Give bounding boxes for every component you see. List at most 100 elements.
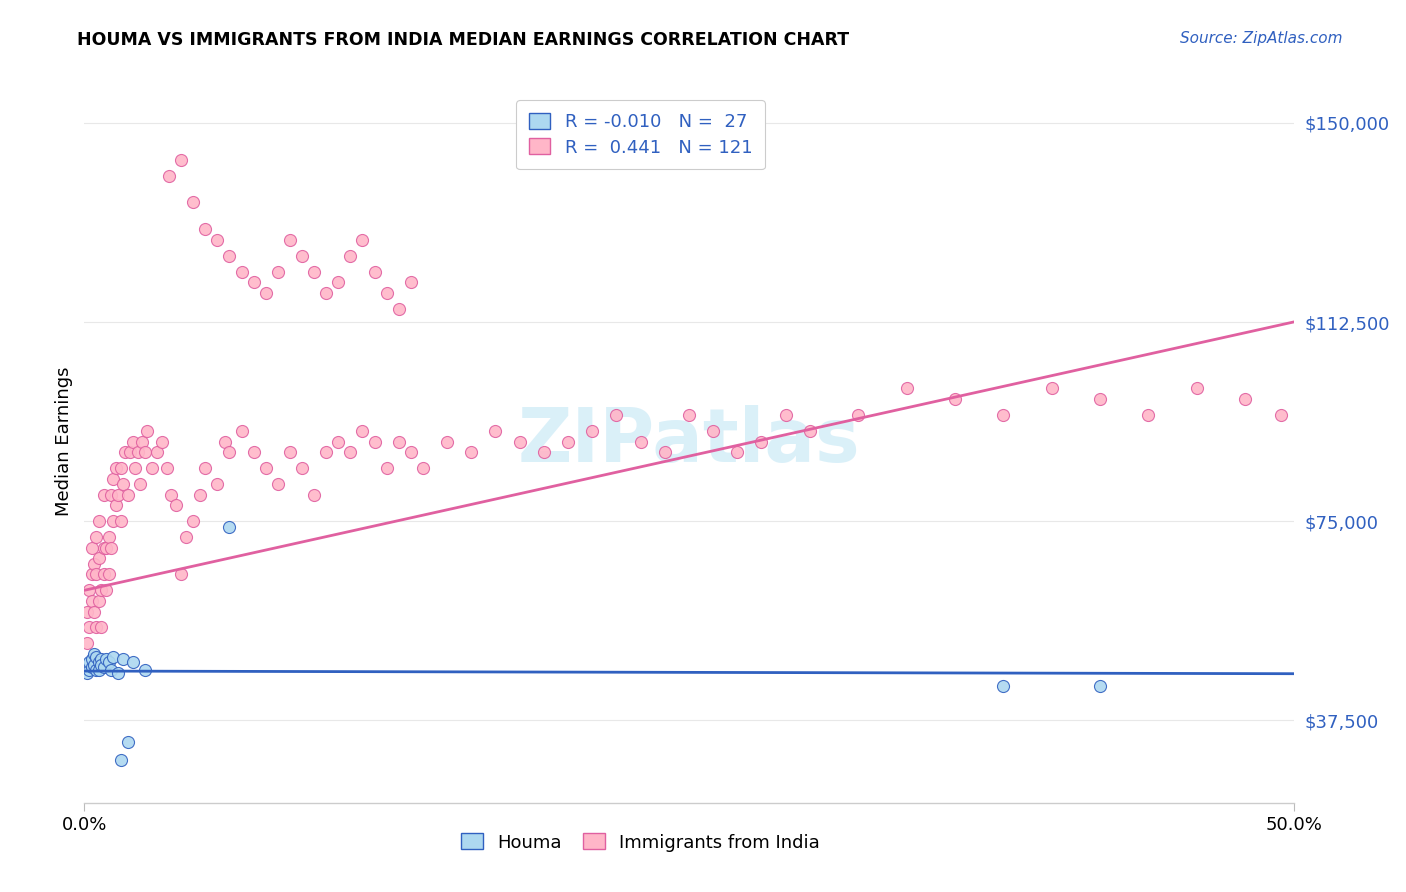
Point <box>103 514 125 528</box>
Point <box>302 264 325 278</box>
Point <box>117 735 139 749</box>
Point <box>363 434 385 449</box>
Point <box>218 445 240 459</box>
Point <box>150 434 173 449</box>
Point <box>131 434 153 449</box>
Point <box>214 434 236 449</box>
Point <box>993 679 1015 693</box>
Point <box>194 222 217 236</box>
Point <box>328 275 350 289</box>
Point <box>86 620 108 634</box>
Point <box>1088 679 1111 693</box>
Point <box>76 605 98 619</box>
Point <box>86 649 108 664</box>
Point <box>678 408 700 422</box>
Point <box>83 657 105 672</box>
Point <box>129 477 152 491</box>
Point <box>315 445 337 459</box>
Point <box>97 567 120 582</box>
Point <box>86 530 108 544</box>
Point <box>339 249 361 263</box>
Point <box>846 408 869 422</box>
Point <box>943 392 966 406</box>
Point <box>87 655 110 669</box>
Point <box>76 665 98 680</box>
Point <box>90 620 112 634</box>
Point <box>77 663 100 677</box>
Point <box>509 434 531 449</box>
Point <box>103 649 125 664</box>
Point <box>107 665 129 680</box>
Point <box>110 514 132 528</box>
Point <box>896 381 918 395</box>
Point <box>134 663 156 677</box>
Point <box>799 424 821 438</box>
Point <box>87 594 110 608</box>
Point <box>278 233 301 247</box>
Point <box>194 461 217 475</box>
Point <box>114 445 136 459</box>
Point <box>110 753 132 767</box>
Point <box>751 434 773 449</box>
Point <box>112 477 135 491</box>
Point <box>1137 408 1160 422</box>
Point <box>94 652 117 666</box>
Point <box>146 445 169 459</box>
Point <box>581 424 603 438</box>
Point <box>242 275 264 289</box>
Point <box>207 233 229 247</box>
Point <box>218 249 240 263</box>
Point <box>165 498 187 512</box>
Point <box>94 541 117 555</box>
Point <box>315 285 337 300</box>
Point <box>80 652 103 666</box>
Point <box>291 461 314 475</box>
Point <box>107 488 129 502</box>
Point <box>1234 392 1257 406</box>
Point <box>352 233 374 247</box>
Point <box>654 445 676 459</box>
Point <box>557 434 579 449</box>
Point <box>605 408 627 422</box>
Point <box>630 434 652 449</box>
Point <box>83 605 105 619</box>
Y-axis label: Median Earnings: Median Earnings <box>55 367 73 516</box>
Point <box>77 583 100 598</box>
Point <box>100 488 122 502</box>
Point <box>218 519 240 533</box>
Point <box>302 488 325 502</box>
Point <box>104 498 127 512</box>
Point <box>80 660 103 674</box>
Point <box>117 488 139 502</box>
Point <box>399 275 422 289</box>
Point <box>112 652 135 666</box>
Point <box>181 514 204 528</box>
Point <box>100 541 122 555</box>
Point <box>90 657 112 672</box>
Point <box>87 551 110 566</box>
Point <box>231 424 253 438</box>
Point <box>363 264 385 278</box>
Point <box>460 445 482 459</box>
Point <box>77 620 100 634</box>
Point <box>170 567 193 582</box>
Point <box>87 663 110 677</box>
Point <box>76 636 98 650</box>
Point <box>291 249 314 263</box>
Point <box>120 445 142 459</box>
Legend: Houma, Immigrants from India: Houma, Immigrants from India <box>454 826 827 859</box>
Point <box>121 434 143 449</box>
Point <box>375 461 398 475</box>
Point <box>86 663 108 677</box>
Point <box>93 541 115 555</box>
Point <box>100 663 122 677</box>
Point <box>352 424 374 438</box>
Point <box>103 472 125 486</box>
Point <box>533 445 555 459</box>
Point <box>1088 392 1111 406</box>
Point <box>97 655 120 669</box>
Text: ZIPatlas: ZIPatlas <box>517 405 860 478</box>
Point <box>399 445 422 459</box>
Point <box>90 583 112 598</box>
Point <box>174 530 197 544</box>
